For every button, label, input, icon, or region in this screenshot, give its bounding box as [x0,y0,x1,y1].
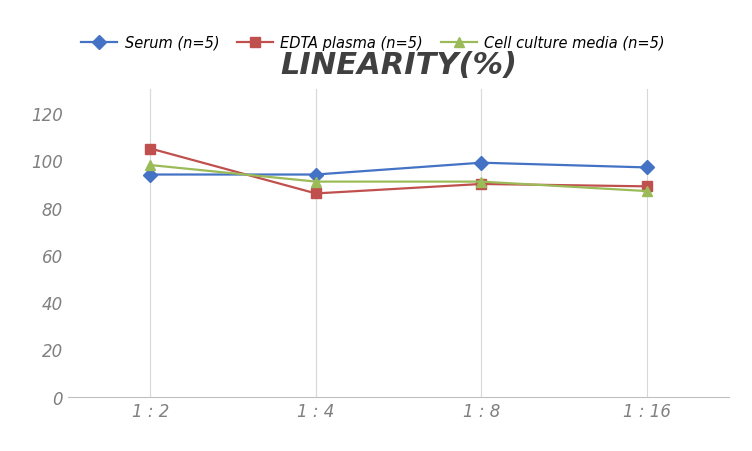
Title: LINEARITY(%): LINEARITY(%) [280,51,517,79]
Cell culture media (n=5) [477,179,486,185]
Cell culture media (n=5) [311,179,320,185]
Serum (n=5) [146,172,155,178]
EDTA plasma (n=5) [146,147,155,152]
EDTA plasma (n=5) [642,184,651,189]
Cell culture media (n=5) [146,163,155,168]
Legend: Serum (n=5), EDTA plasma (n=5), Cell culture media (n=5): Serum (n=5), EDTA plasma (n=5), Cell cul… [75,30,671,57]
Line: Serum (n=5): Serum (n=5) [146,158,651,180]
Line: Cell culture media (n=5): Cell culture media (n=5) [146,161,651,197]
Serum (n=5) [477,161,486,166]
Line: EDTA plasma (n=5): EDTA plasma (n=5) [146,144,651,199]
EDTA plasma (n=5) [477,182,486,187]
Serum (n=5) [642,166,651,171]
EDTA plasma (n=5) [311,191,320,197]
Cell culture media (n=5) [642,189,651,194]
Serum (n=5) [311,172,320,178]
